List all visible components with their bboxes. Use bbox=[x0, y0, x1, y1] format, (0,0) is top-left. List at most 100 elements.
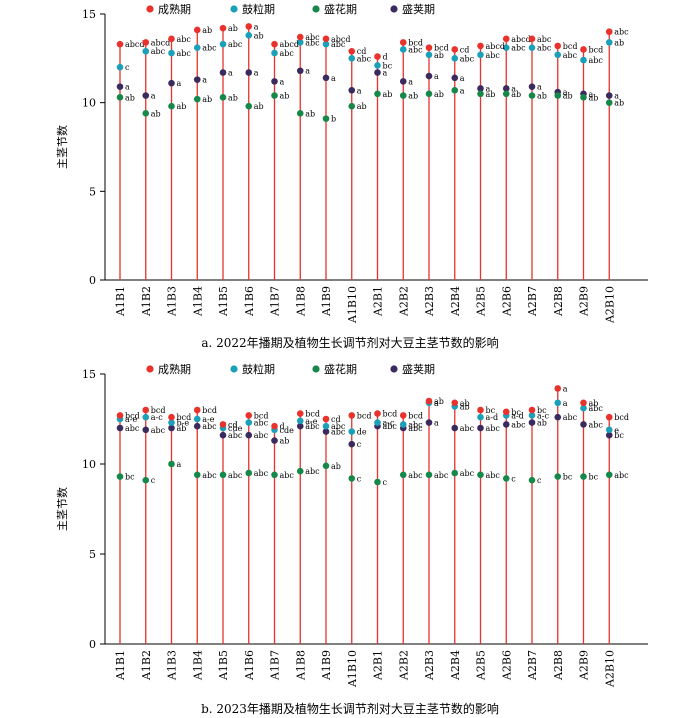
data-point bbox=[451, 469, 459, 477]
chart-svg-2022: 0 5 10 15 主茎节数 A1B1 A1B2 A1B3 A1B4 A1B5 A1B6 A1B7 A1… bbox=[56, 2, 648, 324]
data-label: ab bbox=[537, 92, 547, 101]
data-label: abcd bbox=[511, 35, 531, 44]
y-axis-label: 主茎节数 bbox=[56, 125, 69, 169]
data-label: abc bbox=[486, 51, 501, 60]
data-label: abc bbox=[511, 420, 526, 429]
data-point bbox=[528, 419, 536, 426]
data-label: a bbox=[125, 83, 130, 92]
data-label: bcd bbox=[563, 42, 578, 51]
x-tick-label: A2B8 bbox=[552, 650, 565, 681]
data-point bbox=[554, 51, 562, 59]
data-point bbox=[322, 415, 330, 423]
data-point bbox=[425, 44, 433, 51]
data-point bbox=[580, 473, 587, 480]
data-point bbox=[425, 419, 433, 426]
data-point bbox=[142, 110, 150, 117]
data-point bbox=[219, 69, 227, 76]
data-point bbox=[348, 86, 356, 94]
data-label: a bbox=[486, 84, 491, 93]
data-label: a bbox=[563, 399, 568, 408]
data-label: abc bbox=[151, 426, 166, 435]
data-label: a bbox=[254, 22, 259, 31]
x-tick-label: A2B5 bbox=[475, 286, 488, 317]
data-point bbox=[296, 67, 304, 75]
data-label: ab bbox=[589, 399, 599, 408]
legend-label: 成熟期 bbox=[158, 362, 191, 376]
data-point bbox=[528, 92, 536, 99]
data-label: abc bbox=[151, 47, 166, 56]
legend-label: 盛花期 bbox=[324, 2, 357, 16]
data-point bbox=[245, 419, 253, 426]
data-point bbox=[296, 39, 304, 46]
data-point bbox=[554, 385, 562, 392]
data-point bbox=[425, 397, 433, 405]
legend-marker bbox=[390, 5, 398, 13]
data-point bbox=[399, 46, 407, 53]
data-label: abc bbox=[511, 44, 526, 53]
data-point bbox=[502, 85, 510, 92]
data-point bbox=[451, 399, 459, 407]
data-label: ab bbox=[383, 90, 393, 99]
y-tick-label: 15 bbox=[82, 368, 96, 381]
data-label: abc bbox=[589, 56, 604, 65]
data-point bbox=[168, 102, 175, 110]
data-label: abc bbox=[614, 471, 629, 480]
x-tick-label: A1B8 bbox=[294, 286, 307, 317]
data-point bbox=[374, 53, 381, 60]
data-point bbox=[245, 102, 253, 110]
data-point bbox=[348, 47, 356, 55]
data-label: abc bbox=[254, 419, 269, 428]
data-label: ab bbox=[408, 92, 418, 101]
data-point bbox=[193, 422, 201, 430]
data-label: c bbox=[151, 476, 156, 485]
data-label: abc bbox=[254, 431, 269, 440]
data-label: a-e bbox=[305, 417, 317, 426]
data-label: abc bbox=[408, 45, 423, 54]
data-label: ab bbox=[357, 102, 367, 111]
x-tick-label: A1B10 bbox=[346, 650, 359, 688]
data-point bbox=[116, 83, 124, 91]
data-label: ab bbox=[614, 99, 624, 108]
data-point bbox=[425, 51, 433, 59]
data-label: abc bbox=[486, 424, 501, 433]
data-label: a bbox=[563, 384, 568, 393]
data-label: abc bbox=[460, 469, 475, 478]
data-label: bcd bbox=[383, 410, 398, 419]
data-label: abc bbox=[486, 471, 501, 480]
data-point bbox=[348, 412, 356, 419]
x-tick-label: A1B9 bbox=[320, 650, 333, 681]
legend-label: 成熟期 bbox=[158, 2, 191, 16]
x-tick-label: A2B9 bbox=[578, 286, 591, 317]
x-tick-label: A1B1 bbox=[114, 650, 127, 681]
x-tick-label: A2B2 bbox=[397, 286, 410, 317]
data-label: abc bbox=[408, 420, 423, 429]
data-label: d bbox=[280, 422, 285, 431]
data-label: bcd bbox=[408, 411, 423, 420]
x-tick-label: A1B2 bbox=[140, 286, 153, 317]
y-axis-label: 主茎节数 bbox=[56, 487, 69, 531]
data-label: bc bbox=[125, 473, 135, 482]
x-tick-label: A1B9 bbox=[320, 286, 333, 317]
data-point bbox=[271, 471, 278, 479]
data-label: a bbox=[202, 76, 207, 85]
data-point bbox=[554, 92, 562, 99]
data-label: ab bbox=[254, 31, 264, 40]
data-label: bcd bbox=[589, 45, 604, 54]
x-tick-label: A2B7 bbox=[526, 650, 539, 681]
data-point bbox=[271, 92, 278, 99]
legend-marker bbox=[146, 365, 154, 373]
data-label: bcd bbox=[151, 406, 166, 415]
data-point bbox=[502, 421, 510, 428]
data-label: ab bbox=[228, 24, 238, 33]
data-point bbox=[451, 74, 459, 82]
data-point bbox=[322, 74, 330, 82]
data-point bbox=[219, 471, 227, 479]
x-tick-label: A2B3 bbox=[423, 650, 436, 681]
data-label: bcd bbox=[202, 406, 217, 415]
data-point bbox=[554, 399, 562, 407]
legend-marker bbox=[390, 365, 398, 373]
data-label: ab bbox=[486, 90, 496, 99]
x-tick-label: A2B5 bbox=[475, 650, 488, 681]
data-label: abcd bbox=[280, 40, 300, 49]
data-point bbox=[245, 431, 253, 439]
